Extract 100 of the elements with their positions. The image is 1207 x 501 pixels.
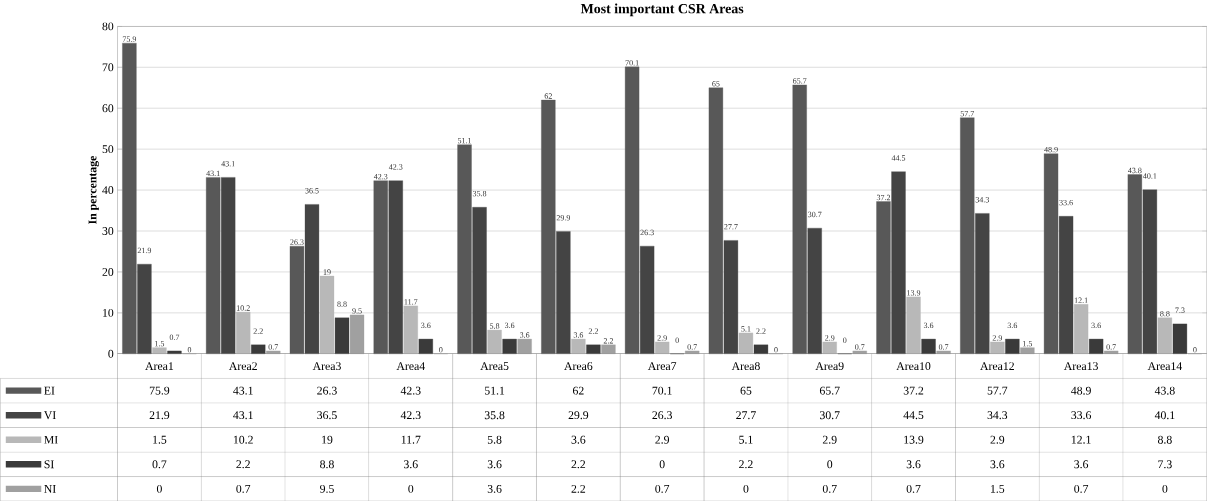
- data-label: 0: [743, 484, 749, 493]
- annotation: 1.5: [155, 340, 165, 347]
- data-label: 8.8: [320, 460, 334, 469]
- bar: [541, 99, 556, 354]
- data-label: 11.7: [401, 435, 421, 444]
- annotation: 0: [774, 346, 778, 353]
- annotation: 5.8: [490, 323, 500, 329]
- data-label: 27.7: [736, 411, 756, 419]
- x-tick-label: Area7: [647, 361, 677, 370]
- bar: [304, 204, 320, 354]
- data-label: 0.7: [236, 484, 251, 493]
- bar: [1020, 347, 1035, 354]
- annotation: 70.1: [625, 59, 639, 66]
- bar: [266, 350, 281, 354]
- x-tick-label: Area9: [815, 361, 844, 370]
- annotation: 8.8: [1160, 310, 1170, 317]
- bar: [221, 177, 236, 354]
- data-label: 0.7: [1074, 484, 1089, 493]
- annotation: 0: [1193, 346, 1197, 353]
- data-label: 0: [659, 460, 665, 469]
- annotation: 0: [187, 346, 192, 353]
- bar: [487, 329, 502, 354]
- annotation: 3.6: [923, 322, 934, 328]
- data-label: 2.2: [571, 460, 586, 469]
- bar: [418, 338, 433, 354]
- data-label: 65.7: [819, 386, 840, 395]
- data-label: 2.9: [990, 435, 1005, 444]
- data-label: 7.3: [1158, 460, 1172, 469]
- data-label: 2.9: [655, 435, 670, 444]
- y-tick-label: 40: [102, 185, 114, 194]
- annotation: 10.2: [236, 305, 250, 311]
- data-label: 36.5: [317, 411, 337, 419]
- data-label: 44.5: [903, 411, 924, 419]
- data-label: 0: [156, 484, 162, 493]
- data-label: 3.6: [1074, 460, 1089, 469]
- y-tick-label: 10: [103, 308, 114, 317]
- data-label: 75.9: [149, 386, 170, 395]
- bar: [1157, 317, 1173, 354]
- data-label: 29.9: [568, 411, 589, 419]
- data-label: 34.3: [987, 411, 1008, 419]
- annotation: 29.9: [556, 214, 571, 221]
- annotation: 65.7: [793, 78, 807, 84]
- annotation: 43.1: [206, 170, 220, 176]
- data-label: 2.2: [571, 484, 586, 493]
- bar: [990, 341, 1005, 354]
- data-label: 21.9: [149, 411, 170, 419]
- annotation: 51.1: [457, 137, 472, 144]
- y-tick-label: 80: [102, 22, 114, 31]
- annotation: 1.5: [1023, 340, 1033, 347]
- bar: [517, 338, 532, 354]
- bar: [556, 231, 571, 354]
- annotation: 2.2: [253, 328, 263, 334]
- annotation: 3.6: [520, 332, 530, 338]
- annotation: 5.1: [741, 326, 751, 332]
- bar: [388, 180, 403, 354]
- y-tick-label: 70: [102, 63, 114, 72]
- annotation: 3.6: [504, 322, 515, 328]
- chart-title: Most important CSR Areas: [580, 3, 744, 16]
- annotation: 2.2: [588, 328, 598, 334]
- annotation: 2.2: [756, 328, 766, 334]
- annotation: 0.7: [938, 344, 949, 350]
- bar: [251, 344, 266, 354]
- bar: [601, 344, 616, 354]
- bar: [685, 350, 700, 354]
- annotation: 0.7: [855, 344, 865, 350]
- annotation: 13.9: [907, 290, 921, 296]
- annotation: 62: [544, 93, 552, 99]
- data-label: 35.8: [484, 411, 505, 420]
- x-tick-label: Area4: [396, 361, 425, 370]
- data-label: 19: [322, 435, 333, 444]
- annotation: 42.3: [388, 164, 403, 170]
- x-tick-label: Area14: [1147, 361, 1183, 370]
- x-tick-label: Area5: [480, 361, 509, 370]
- annotation: 3.6: [573, 332, 584, 338]
- data-label: 43.1: [233, 411, 253, 419]
- data-label: 0: [1162, 484, 1168, 493]
- x-tick-label: Area13: [1063, 361, 1098, 370]
- bar: [876, 201, 891, 354]
- data-label: 12.1: [1071, 435, 1091, 444]
- bar: [122, 42, 137, 354]
- annotation: 3.6: [1007, 322, 1018, 328]
- annotation: 57.7: [960, 110, 975, 117]
- bar: [289, 245, 305, 354]
- x-tick-label: Area10: [896, 361, 931, 370]
- data-label: 65: [740, 386, 752, 395]
- bar: [167, 350, 182, 354]
- data-label: 0.7: [655, 484, 670, 493]
- annotation: 0.7: [1106, 344, 1116, 350]
- bar: [753, 344, 769, 354]
- annotation: 2.9: [992, 335, 1002, 341]
- bar: [936, 350, 951, 354]
- annotation: 7.3: [1175, 307, 1185, 313]
- annotation: 3.6: [1091, 322, 1101, 328]
- data-label: 2.2: [739, 460, 753, 469]
- data-label: 43.8: [1154, 386, 1175, 395]
- bar: [373, 180, 388, 354]
- data-label: 42.3: [400, 411, 421, 419]
- data-label: 0.7: [152, 460, 167, 469]
- y-tick-label: 20: [102, 267, 114, 276]
- bar: [206, 177, 221, 354]
